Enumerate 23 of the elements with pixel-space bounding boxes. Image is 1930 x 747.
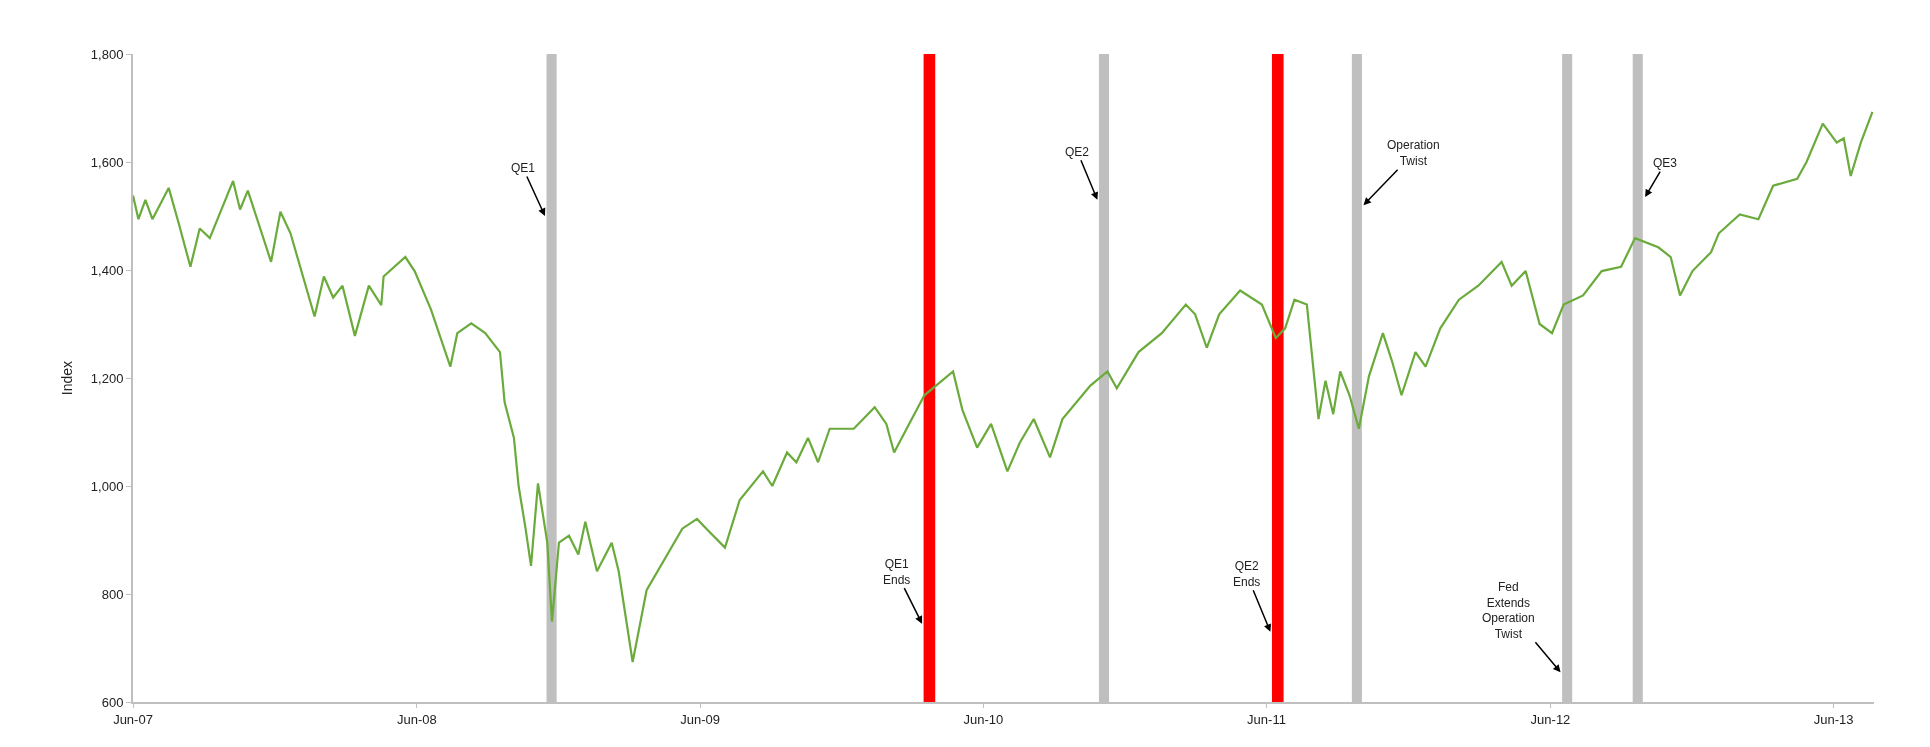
y-tick-label: 1,200 — [90, 370, 124, 386]
annotation: QE3 — [1653, 156, 1678, 170]
y-tick-label: 1,000 — [90, 478, 124, 494]
x-tick-label: Jun-08 — [397, 711, 437, 727]
y-tick-label: 800 — [101, 586, 124, 602]
annotation: QE2 Ends — [1233, 559, 1261, 589]
annotation: QE1 — [511, 161, 536, 175]
y-tick-label: 600 — [101, 694, 124, 710]
y-axis-title: Index — [58, 360, 75, 396]
x-tick-label: Jun-13 — [1813, 711, 1854, 727]
x-tick-label: Jun-10 — [963, 711, 1004, 727]
x-tick-label: Jun-07 — [113, 711, 153, 727]
annotation: QE1 Ends — [883, 557, 911, 587]
line-series — [133, 110, 1874, 664]
x-tick-label: Jun-11 — [1247, 711, 1286, 727]
annotation: Operation Twist — [1387, 138, 1440, 168]
annotation: Fed Extends Operation Twist — [1482, 580, 1535, 641]
x-tick-label: Jun-12 — [1530, 711, 1571, 727]
y-tick-label: 1,600 — [90, 154, 124, 170]
x-tick-label: Jun-09 — [680, 711, 721, 727]
annotation: QE2 — [1065, 145, 1090, 159]
y-tick-label: 1,400 — [90, 262, 124, 278]
y-tick-label: 1,800 — [90, 46, 124, 62]
